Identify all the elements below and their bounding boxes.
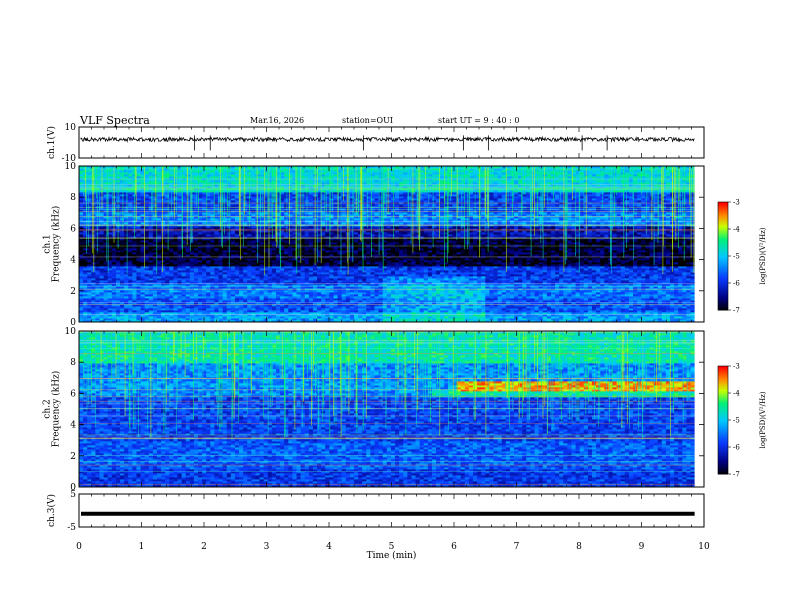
station-label: station=OUI — [342, 116, 393, 125]
vlf-spectra-figure: VLF Spectra Mar.16, 2026 station=OUI sta… — [0, 0, 792, 612]
start-time-label: start UT = 9 : 40 : 0 — [438, 116, 519, 125]
ch1-waveform-trace — [81, 137, 694, 141]
ch1-waveform-ylabel: ch.1(V) — [46, 126, 57, 159]
date-label: Mar.16, 2026 — [250, 116, 304, 125]
ch1-waveform-ytick-label: 10 — [65, 123, 77, 133]
figure-title: VLF Spectra — [79, 114, 150, 127]
ch1-spectrogram-image — [79, 166, 695, 322]
